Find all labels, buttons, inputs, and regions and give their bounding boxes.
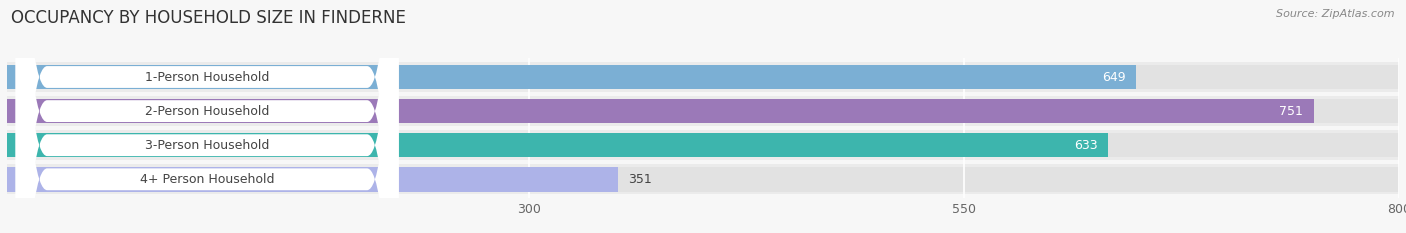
Bar xyxy=(7,99,1313,123)
Text: Source: ZipAtlas.com: Source: ZipAtlas.com xyxy=(1277,9,1395,19)
Bar xyxy=(7,130,1399,160)
Text: 3-Person Household: 3-Person Household xyxy=(145,139,270,152)
FancyBboxPatch shape xyxy=(15,0,398,233)
Text: 351: 351 xyxy=(628,173,652,186)
FancyBboxPatch shape xyxy=(15,0,398,233)
Bar xyxy=(7,96,1399,126)
Bar xyxy=(7,65,1399,89)
FancyBboxPatch shape xyxy=(15,0,398,233)
Bar xyxy=(7,167,617,192)
Bar xyxy=(7,133,1399,158)
Bar xyxy=(7,164,1399,194)
Bar xyxy=(7,99,1399,123)
FancyBboxPatch shape xyxy=(15,0,398,233)
Bar xyxy=(7,167,1399,192)
Bar xyxy=(7,62,1399,92)
Text: 4+ Person Household: 4+ Person Household xyxy=(139,173,274,186)
Text: 633: 633 xyxy=(1074,139,1098,152)
Text: 649: 649 xyxy=(1102,71,1126,83)
Bar xyxy=(7,65,1136,89)
Text: 751: 751 xyxy=(1279,105,1303,118)
Bar xyxy=(7,133,1108,158)
Text: OCCUPANCY BY HOUSEHOLD SIZE IN FINDERNE: OCCUPANCY BY HOUSEHOLD SIZE IN FINDERNE xyxy=(11,9,406,27)
Text: 1-Person Household: 1-Person Household xyxy=(145,71,270,83)
Text: 2-Person Household: 2-Person Household xyxy=(145,105,270,118)
